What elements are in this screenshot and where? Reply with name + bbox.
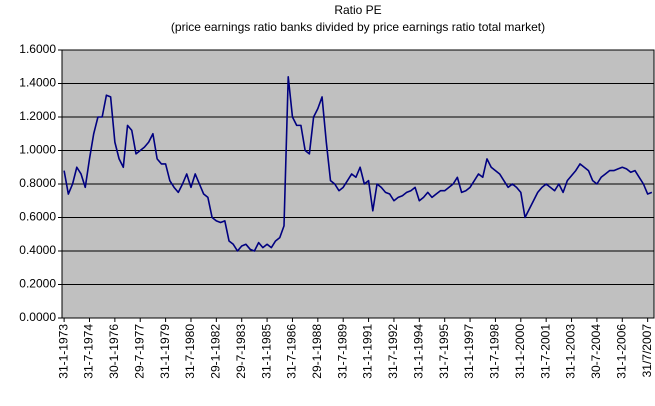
x-tick-label: 31-1-1997 bbox=[462, 324, 476, 379]
x-tick-label: 31-1-1973 bbox=[56, 324, 70, 379]
x-tick-label: 31-1-2003 bbox=[564, 324, 578, 379]
x-tick-label: 31/7/2007 bbox=[640, 324, 654, 378]
x-tick-label: 31-1-1991 bbox=[361, 324, 375, 379]
x-tick-label: 31-7-1974 bbox=[82, 324, 96, 379]
plot-border bbox=[61, 49, 655, 319]
y-tick-label: 1.4000 bbox=[19, 76, 56, 90]
x-tick-label: 31-7-1986 bbox=[285, 324, 299, 379]
x-tick-label: 31-1-1994 bbox=[411, 324, 425, 379]
x-tick-label: 29-7-1983 bbox=[234, 324, 248, 379]
x-tick-label: 31-7-1992 bbox=[386, 324, 400, 379]
x-tick-label: 31-1-1985 bbox=[259, 324, 273, 379]
y-tick-label: 0.4000 bbox=[19, 243, 56, 257]
x-tick-label: 31-7-1980 bbox=[183, 324, 197, 379]
x-tick-label: 30-1-1976 bbox=[107, 324, 121, 379]
chart-subtitle: (price earnings ratio banks divided by p… bbox=[171, 20, 545, 34]
y-tick-label: 1.6000 bbox=[19, 42, 56, 56]
x-tick-label: 31-1-2000 bbox=[513, 324, 527, 379]
y-tick-label: 1.0000 bbox=[19, 143, 56, 157]
y-tick-label: 0.8000 bbox=[19, 176, 56, 190]
y-tick-label: 1.2000 bbox=[19, 109, 56, 123]
y-tick-label: 0.6000 bbox=[19, 210, 56, 224]
y-tick-label: 0.0000 bbox=[19, 310, 56, 324]
x-tick-label: 31-7-1995 bbox=[437, 324, 451, 379]
x-tick-label: 31-7-1989 bbox=[335, 324, 349, 379]
x-tick-label: 31-1-1979 bbox=[158, 324, 172, 379]
x-tick-label: 29-1-1988 bbox=[310, 324, 324, 379]
chart-title: Ratio PE bbox=[334, 3, 381, 17]
y-tick-label: 0.2000 bbox=[19, 277, 56, 291]
x-tick-label: 29-1-1982 bbox=[209, 324, 223, 379]
x-tick-label: 31-7-1998 bbox=[488, 324, 502, 379]
data-line bbox=[63, 76, 653, 252]
x-tick-label: 31-1-2006 bbox=[614, 324, 628, 379]
x-tick-label: 30-7-2004 bbox=[589, 324, 603, 379]
x-tick-label: 31-7-2001 bbox=[538, 324, 552, 379]
x-tick-label: 29-7-1977 bbox=[132, 324, 146, 379]
